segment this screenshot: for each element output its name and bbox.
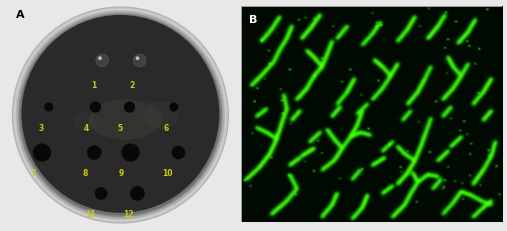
Text: 9: 9	[119, 169, 124, 178]
Circle shape	[169, 103, 178, 112]
Text: 11: 11	[86, 210, 96, 219]
Ellipse shape	[20, 15, 221, 216]
Text: 6: 6	[163, 124, 168, 132]
Circle shape	[90, 102, 101, 113]
Ellipse shape	[73, 113, 95, 131]
Ellipse shape	[14, 10, 227, 221]
Ellipse shape	[89, 100, 161, 140]
Ellipse shape	[19, 14, 222, 217]
Ellipse shape	[21, 16, 220, 213]
Text: 7: 7	[30, 169, 35, 178]
Text: 1: 1	[92, 80, 97, 89]
Text: 2: 2	[129, 80, 134, 89]
Text: 3: 3	[38, 124, 44, 132]
Text: 10: 10	[162, 169, 172, 178]
Ellipse shape	[144, 102, 178, 129]
Circle shape	[95, 187, 107, 200]
Text: A: A	[16, 10, 24, 20]
Ellipse shape	[16, 12, 225, 219]
Circle shape	[87, 146, 101, 160]
Circle shape	[135, 57, 139, 61]
Circle shape	[44, 103, 53, 112]
Text: 12: 12	[123, 210, 134, 219]
Circle shape	[33, 144, 51, 162]
Ellipse shape	[13, 9, 228, 222]
Circle shape	[96, 55, 108, 67]
Circle shape	[98, 57, 102, 61]
Circle shape	[130, 186, 144, 201]
Circle shape	[133, 55, 146, 67]
Circle shape	[122, 144, 140, 162]
Circle shape	[171, 146, 185, 160]
Text: 4: 4	[84, 124, 89, 132]
Text: 8: 8	[83, 169, 88, 178]
Ellipse shape	[12, 7, 229, 224]
Circle shape	[124, 102, 135, 113]
Text: 5: 5	[118, 124, 123, 132]
Text: B: B	[248, 15, 257, 24]
Ellipse shape	[15, 11, 226, 220]
Ellipse shape	[18, 14, 223, 217]
